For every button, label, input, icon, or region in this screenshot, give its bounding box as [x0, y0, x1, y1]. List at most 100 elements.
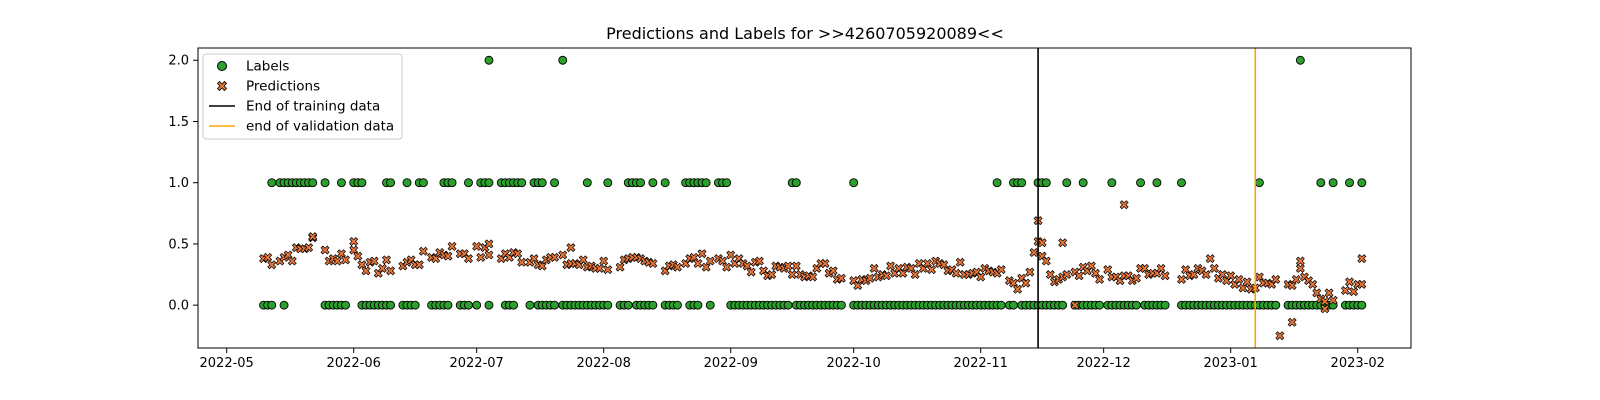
- x-tick-label: 2022-08: [577, 356, 631, 371]
- prediction-point: [1041, 256, 1051, 266]
- prediction-point: [1234, 274, 1244, 284]
- prediction-point: [1357, 279, 1367, 289]
- prediction-point: [349, 236, 359, 246]
- prediction-point: [377, 263, 387, 273]
- prediction-point: [705, 256, 715, 266]
- label-point: [1357, 300, 1367, 310]
- prediction-point: [414, 260, 424, 270]
- prediction-point: [746, 267, 756, 277]
- prediction-point: [558, 250, 568, 260]
- prediction-point: [836, 273, 846, 283]
- prediction-point: [1021, 278, 1031, 288]
- label-point: [1009, 300, 1018, 310]
- prediction-point: [791, 261, 801, 271]
- prediction-point: [808, 272, 818, 282]
- prediction-point: [595, 263, 605, 273]
- prediction-point: [1226, 271, 1236, 281]
- prediction-point: [820, 259, 830, 269]
- legend-item-validation-end: end of validation data: [209, 119, 394, 135]
- prediction-point: [1201, 270, 1211, 280]
- prediction-point: [263, 252, 273, 262]
- prediction-point: [463, 254, 473, 264]
- prediction-point: [1070, 300, 1080, 310]
- plot-area: [259, 48, 1367, 348]
- label-point: [464, 300, 473, 310]
- prediction-point: [550, 252, 560, 262]
- label-point: [836, 300, 846, 310]
- label-point: [1017, 178, 1027, 188]
- prediction-point: [881, 271, 891, 281]
- label-point: [308, 178, 318, 188]
- prediction-point: [955, 257, 965, 267]
- prediction-point: [447, 241, 457, 251]
- prediction-point: [1013, 284, 1023, 294]
- x-tick-label: 2022-07: [449, 356, 503, 371]
- prediction-point: [382, 255, 392, 265]
- prediction-point: [484, 250, 494, 260]
- label-point: [267, 300, 277, 310]
- label-point: [1177, 178, 1186, 188]
- label-point: [705, 300, 715, 310]
- label-point: [550, 300, 559, 310]
- prediction-point: [386, 266, 396, 276]
- prediction-point: [484, 239, 494, 249]
- plot-frame: [197, 47, 1412, 349]
- legend-marker-x-icon: [216, 80, 228, 92]
- label-point: [341, 300, 350, 310]
- label-point: [701, 178, 711, 188]
- prediction-point: [1074, 271, 1084, 281]
- label-point: [1078, 178, 1088, 188]
- prediction-point: [828, 266, 838, 276]
- label-point: [402, 178, 412, 188]
- prediction-point: [726, 250, 736, 260]
- label-point: [267, 178, 277, 188]
- prediction-point: [787, 270, 797, 280]
- prediction-point: [1062, 270, 1072, 280]
- prediction-point: [1029, 247, 1039, 257]
- x-tick-label: 2023-02: [1331, 356, 1385, 371]
- prediction-point: [1357, 254, 1367, 264]
- prediction-point: [927, 265, 937, 275]
- x-tick-label: 2022-09: [704, 356, 758, 371]
- label-point: [623, 300, 633, 310]
- prediction-point: [869, 263, 879, 273]
- label-point: [722, 178, 732, 188]
- prediction-point: [1025, 267, 1035, 277]
- prediction-point: [1095, 274, 1105, 284]
- prediction-point: [1324, 288, 1334, 298]
- label-point: [1271, 300, 1281, 310]
- label-point: [443, 300, 453, 310]
- prediction-point: [910, 270, 920, 280]
- prediction-point: [615, 262, 625, 272]
- prediction-point: [722, 262, 732, 272]
- prediction-point: [1295, 256, 1305, 266]
- label-point: [1345, 178, 1354, 188]
- label-point: [558, 55, 568, 65]
- x-tick-label: 2023-01: [1204, 356, 1258, 371]
- prediction-point: [418, 246, 428, 256]
- legend-item-training-end: End of training data: [209, 99, 380, 115]
- prediction-point: [1160, 271, 1170, 281]
- label-point: [525, 300, 535, 310]
- prediction-point: [1242, 277, 1252, 287]
- label-point: [509, 300, 518, 310]
- prediction-point: [754, 256, 764, 266]
- prediction-point: [693, 259, 703, 269]
- prediction-point: [1271, 274, 1281, 284]
- label-point: [357, 178, 367, 188]
- prediction-point: [1320, 296, 1330, 306]
- label-point: [648, 300, 658, 310]
- prediction-point: [865, 273, 875, 283]
- prediction-point: [1156, 263, 1166, 273]
- prediction-point: [1308, 279, 1318, 289]
- label-point: [1152, 178, 1162, 188]
- label-point: [1058, 300, 1068, 310]
- label-point: [603, 300, 613, 310]
- prediction-point: [578, 255, 588, 265]
- label-point: [1316, 178, 1326, 188]
- x-tick-label: 2022-12: [1076, 356, 1130, 371]
- label-point: [1160, 300, 1170, 310]
- label-point: [447, 178, 457, 188]
- prediction-point: [1291, 274, 1301, 284]
